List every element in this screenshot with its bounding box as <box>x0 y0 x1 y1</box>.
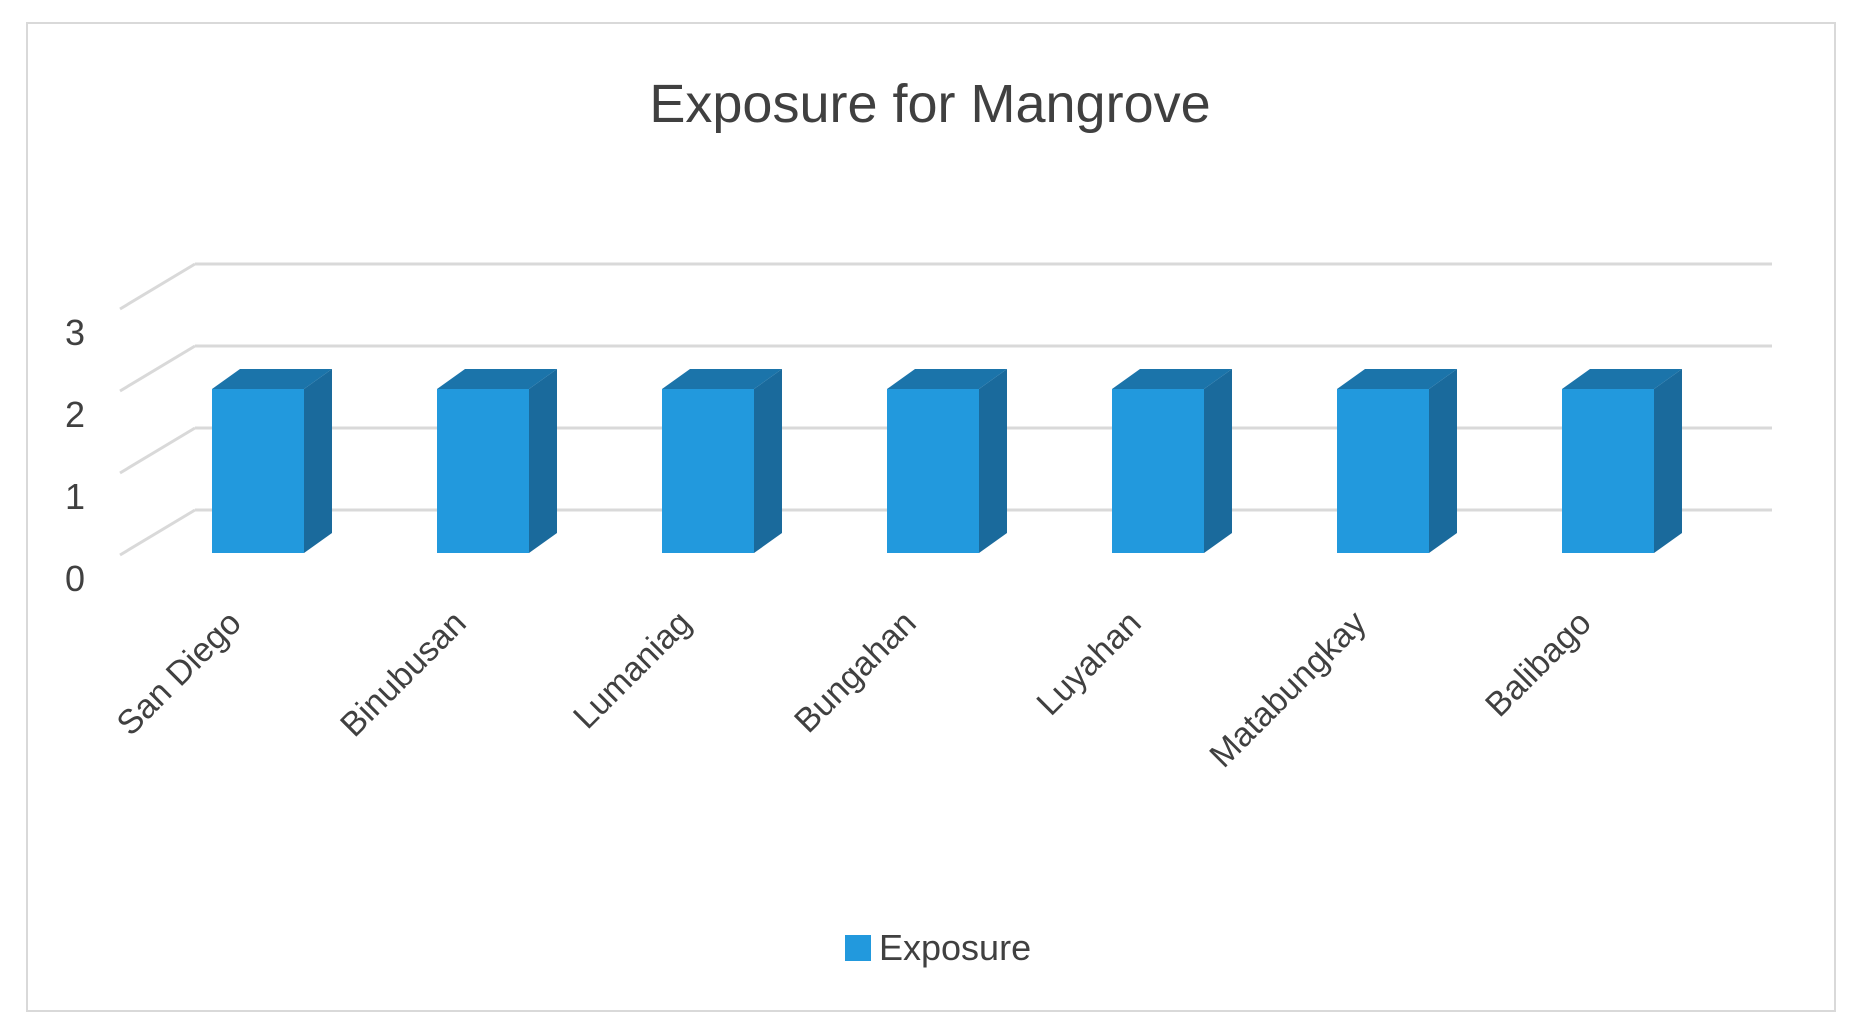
bar-top <box>887 369 1007 389</box>
bar <box>437 369 557 553</box>
x-axis-categories: San Diego Binubusan Lumaniag Bungahan Luyaha… <box>110 604 1599 775</box>
x-category-label: Binubusan <box>333 604 473 744</box>
chart-title: Exposure for Mangrove <box>649 74 1210 134</box>
bar-front <box>1337 389 1429 553</box>
gridline-depth <box>119 262 196 311</box>
y-tick-label: 1 <box>65 476 85 517</box>
bar-top <box>1337 369 1457 389</box>
x-category-label: Balibago <box>1478 604 1598 724</box>
bar-top <box>437 369 557 389</box>
bar-side <box>1204 369 1232 553</box>
bar <box>1337 369 1457 553</box>
bar-front <box>1562 389 1654 553</box>
legend-label: Exposure <box>879 927 1031 968</box>
bar <box>212 369 332 553</box>
bar-front <box>437 389 529 553</box>
bar-front <box>1112 389 1204 553</box>
bar-front <box>887 389 979 553</box>
bar-top <box>212 369 332 389</box>
gridline-depth <box>119 344 196 393</box>
bar-front <box>212 389 304 553</box>
x-category-label: Bungahan <box>787 604 924 741</box>
legend: Exposure <box>845 927 1031 968</box>
bar-side <box>754 369 782 553</box>
bar-side <box>529 369 557 553</box>
bar-top <box>1562 369 1682 389</box>
bar-side <box>979 369 1007 553</box>
gridline-depth <box>119 508 196 557</box>
bar-side <box>1429 369 1457 553</box>
bar <box>887 369 1007 553</box>
bar <box>1562 369 1682 553</box>
gridline-depth <box>119 426 196 475</box>
bar-front <box>662 389 754 553</box>
y-tick-label: 3 <box>65 312 85 353</box>
bar <box>1112 369 1232 553</box>
x-category-label: San Diego <box>110 604 249 743</box>
bar-side <box>304 369 332 553</box>
x-category-label: Matabungkay <box>1202 604 1373 775</box>
y-tick-label: 2 <box>65 394 85 435</box>
legend-swatch <box>845 935 871 961</box>
y-tick-label: 0 <box>65 558 85 599</box>
y-axis-ticks: 0 1 2 3 <box>65 312 85 599</box>
bars <box>212 369 1682 553</box>
x-category-label: Lumaniag <box>566 604 698 736</box>
bar <box>662 369 782 553</box>
bar-top <box>662 369 782 389</box>
bar-top <box>1112 369 1232 389</box>
bar-side <box>1654 369 1682 553</box>
x-category-label: Luyahan <box>1030 604 1149 723</box>
